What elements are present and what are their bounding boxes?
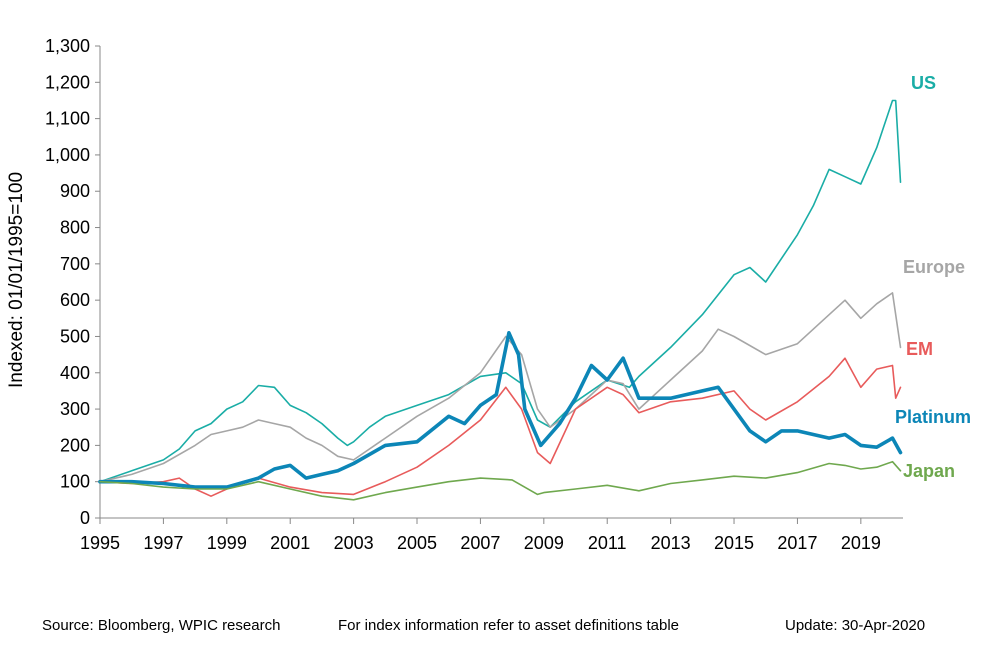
series-label-us: US <box>911 73 936 93</box>
y-tick-label: 200 <box>60 435 90 455</box>
x-tick-label: 2011 <box>588 533 627 553</box>
y-tick-label: 1,100 <box>45 109 90 129</box>
x-tick-label: 2017 <box>777 533 817 553</box>
x-tick-label: 2005 <box>397 533 437 553</box>
x-tick-label: 1999 <box>207 533 247 553</box>
x-tick-label: 2013 <box>651 533 691 553</box>
series-label-japan: Japan <box>903 461 955 481</box>
series-label-europe: Europe <box>903 257 965 277</box>
x-tick-label: 1995 <box>80 533 120 553</box>
x-tick-label: 2019 <box>841 533 881 553</box>
y-tick-label: 1,000 <box>45 145 90 165</box>
y-tick-label: 300 <box>60 399 90 419</box>
series-line-europe <box>99 292 902 483</box>
x-tick-label: 2007 <box>460 533 500 553</box>
y-tick-label: 1,300 <box>45 36 90 56</box>
x-tick-label: 2003 <box>334 533 374 553</box>
y-tick-label: 900 <box>60 181 90 201</box>
series-line-platinum <box>98 330 903 489</box>
series-line-us <box>99 99 902 483</box>
footer-note: For index information refer to asset def… <box>338 617 680 634</box>
y-tick-label: 500 <box>60 326 90 346</box>
y-tick-label: 100 <box>60 472 90 492</box>
x-tick-label: 1997 <box>143 533 183 553</box>
x-tick-label: 2001 <box>270 533 310 553</box>
x-tick-label: 2015 <box>714 533 754 553</box>
series-line-japan <box>99 460 902 501</box>
series-label-platinum: Platinum <box>895 407 971 427</box>
y-axis-label: Indexed: 01/01/1995=100 <box>6 172 27 388</box>
series-labels: US Europe EM Platinum Japan <box>895 73 971 481</box>
y-tick-label: 0 <box>80 508 90 528</box>
chart-series <box>98 99 903 501</box>
y-tick-label: 800 <box>60 218 90 238</box>
y-tick-label: 700 <box>60 254 90 274</box>
y-tick-label: 400 <box>60 363 90 383</box>
x-tick-label: 2009 <box>524 533 564 553</box>
footer-source: Source: Bloomberg, WPIC research <box>42 617 281 634</box>
chart-axes: 0 100 200 300 400 500 600 700 800 900 1,000 1,100 1,… <box>45 36 903 553</box>
footer-update: Update: 30-Apr-2020 <box>785 617 926 634</box>
y-tick-label: 1,200 <box>45 72 90 92</box>
series-label-em: EM <box>906 339 933 359</box>
y-tick-label: 600 <box>60 290 90 310</box>
